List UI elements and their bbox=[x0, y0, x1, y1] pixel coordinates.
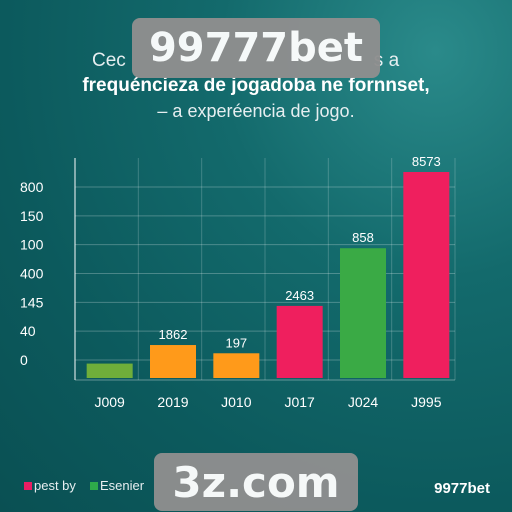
x-tick-label: J017 bbox=[284, 394, 315, 410]
y-tick-label: 0 bbox=[20, 352, 28, 368]
brand-watermark-badge: 99777bet bbox=[132, 18, 380, 78]
y-tick-label: 145 bbox=[20, 294, 44, 310]
bar-value-label: 1862 bbox=[159, 327, 188, 342]
bar bbox=[150, 345, 196, 378]
y-tick-label: 100 bbox=[20, 237, 44, 253]
domain-watermark-badge: 3z.com bbox=[154, 453, 358, 511]
bar bbox=[86, 363, 133, 378]
bar-value-label: 8573 bbox=[412, 154, 441, 169]
title-line-1-end: s a bbox=[373, 50, 400, 71]
bar-value-label: 197 bbox=[225, 335, 247, 350]
y-tick-label: 150 bbox=[20, 208, 44, 224]
legend-swatch-a bbox=[24, 481, 32, 490]
bar bbox=[340, 248, 386, 378]
chart-subtitle: – a experéencia de jogo. bbox=[157, 101, 355, 121]
legend-swatch-b bbox=[90, 481, 98, 490]
bar-value-label: 2463 bbox=[285, 288, 314, 303]
y-tick-label: 800 bbox=[20, 179, 44, 195]
y-tick-label: 40 bbox=[20, 323, 36, 339]
x-tick-label: J995 bbox=[411, 394, 442, 410]
chart-title-line-1: Cec s a bbox=[92, 50, 422, 72]
chart-title-line-2: frequéncieza de jogadoba ne fornnset, bbox=[82, 75, 430, 96]
y-tick-label: 400 bbox=[20, 266, 44, 282]
bar bbox=[213, 353, 260, 378]
bar bbox=[276, 305, 323, 378]
brand-logo-text: 9977bet bbox=[434, 480, 490, 497]
x-tick-label: J024 bbox=[348, 394, 379, 410]
x-tick-label: J009 bbox=[94, 394, 125, 410]
x-tick-label: J010 bbox=[221, 394, 252, 410]
legend-item-b: Esenier bbox=[90, 478, 144, 493]
title-line-1-start: Cec bbox=[92, 50, 126, 71]
bar bbox=[403, 172, 450, 378]
legend-item-a: pest by bbox=[24, 478, 76, 493]
x-tick-label: 2019 bbox=[157, 394, 188, 410]
bar-value-label: 858 bbox=[352, 230, 374, 245]
legend-label-b: Esenier bbox=[100, 478, 145, 493]
legend-label-a: pest by bbox=[34, 478, 76, 493]
